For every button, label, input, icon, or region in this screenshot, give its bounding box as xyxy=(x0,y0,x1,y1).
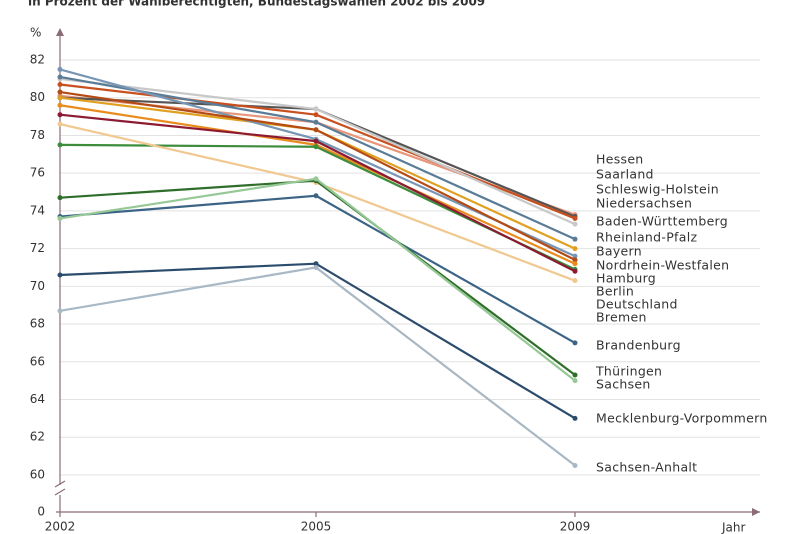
y-tick-label: 74 xyxy=(30,203,45,217)
x-tick-label: 2009 xyxy=(560,520,591,534)
point xyxy=(313,144,319,150)
point xyxy=(572,278,578,284)
legend-label: Thüringen xyxy=(595,364,662,379)
legend-label: Baden-Württemberg xyxy=(596,214,728,229)
axis-break xyxy=(54,480,66,496)
x-tick-label: 2005 xyxy=(301,520,332,534)
y-tick-label: 80 xyxy=(30,90,45,104)
point xyxy=(572,372,578,378)
legend-label: Bremen xyxy=(596,310,647,325)
point xyxy=(572,340,578,346)
point xyxy=(57,272,63,278)
point xyxy=(57,66,63,72)
y-tick-label: 62 xyxy=(30,430,45,444)
legend-label: Mecklenburg-Vorpommern xyxy=(596,411,768,426)
point xyxy=(57,102,63,108)
point xyxy=(572,268,578,274)
point xyxy=(57,215,63,221)
point xyxy=(313,264,319,270)
legend-label: Hessen xyxy=(596,152,644,167)
point xyxy=(57,95,63,101)
y-tick-label: 68 xyxy=(30,317,45,331)
point xyxy=(57,89,63,95)
point xyxy=(313,176,319,182)
x-arrow xyxy=(752,508,760,516)
y-arrow xyxy=(56,28,64,36)
y-unit: % xyxy=(30,26,41,40)
legend-label: Schleswig-Holstein xyxy=(596,182,719,197)
point xyxy=(57,82,63,88)
y-tick-label: 66 xyxy=(30,354,45,368)
point xyxy=(57,308,63,314)
y-tick-label: 60 xyxy=(30,467,45,481)
x-tick-label: 2002 xyxy=(45,520,76,534)
point xyxy=(313,138,319,144)
y-tick-label: 78 xyxy=(30,128,45,142)
line xyxy=(59,266,576,467)
point xyxy=(572,415,578,421)
y-tick-label: 64 xyxy=(30,392,45,406)
legend-label: Sachsen-Anhalt xyxy=(596,460,697,475)
legend-label: Deutschland xyxy=(596,297,678,312)
point xyxy=(572,261,578,267)
point xyxy=(572,253,578,259)
x-axis-label: Jahr xyxy=(721,521,745,534)
point xyxy=(57,195,63,201)
legend-label: Brandenburg xyxy=(596,338,681,353)
point xyxy=(57,121,63,127)
point xyxy=(572,246,578,252)
point xyxy=(57,142,63,148)
y-tick-label: 82 xyxy=(30,53,45,67)
point xyxy=(572,236,578,242)
y-tick-label: 0 xyxy=(37,505,45,519)
legend-label: Niedersachsen xyxy=(596,196,692,211)
point xyxy=(313,112,319,118)
legend-label: Rheinland-Pfalz xyxy=(596,230,697,245)
point xyxy=(57,74,63,80)
point xyxy=(572,462,578,468)
point xyxy=(313,261,319,267)
point xyxy=(57,112,63,118)
point xyxy=(313,119,319,125)
legend-label: Berlin xyxy=(596,284,634,299)
y-tick-label: 72 xyxy=(30,241,45,255)
point xyxy=(572,257,578,263)
point xyxy=(572,378,578,384)
legend-label: Hamburg xyxy=(596,271,656,286)
point xyxy=(313,106,319,112)
point xyxy=(313,193,319,199)
y-tick-label: 76 xyxy=(30,166,45,180)
y-tick-label: 70 xyxy=(30,279,45,293)
chart-subtitle: in Prozent der Wahlberechtigten, Bundest… xyxy=(28,0,485,9)
legend-label: Sachsen xyxy=(596,377,651,392)
point xyxy=(572,221,578,227)
legend-label: Saarland xyxy=(596,167,654,182)
point xyxy=(313,127,319,133)
line xyxy=(59,177,576,382)
legend-label: Bayern xyxy=(596,244,642,259)
legend-label: Nordrhein-Westfalen xyxy=(596,258,729,273)
line xyxy=(59,262,576,420)
point xyxy=(572,215,578,221)
